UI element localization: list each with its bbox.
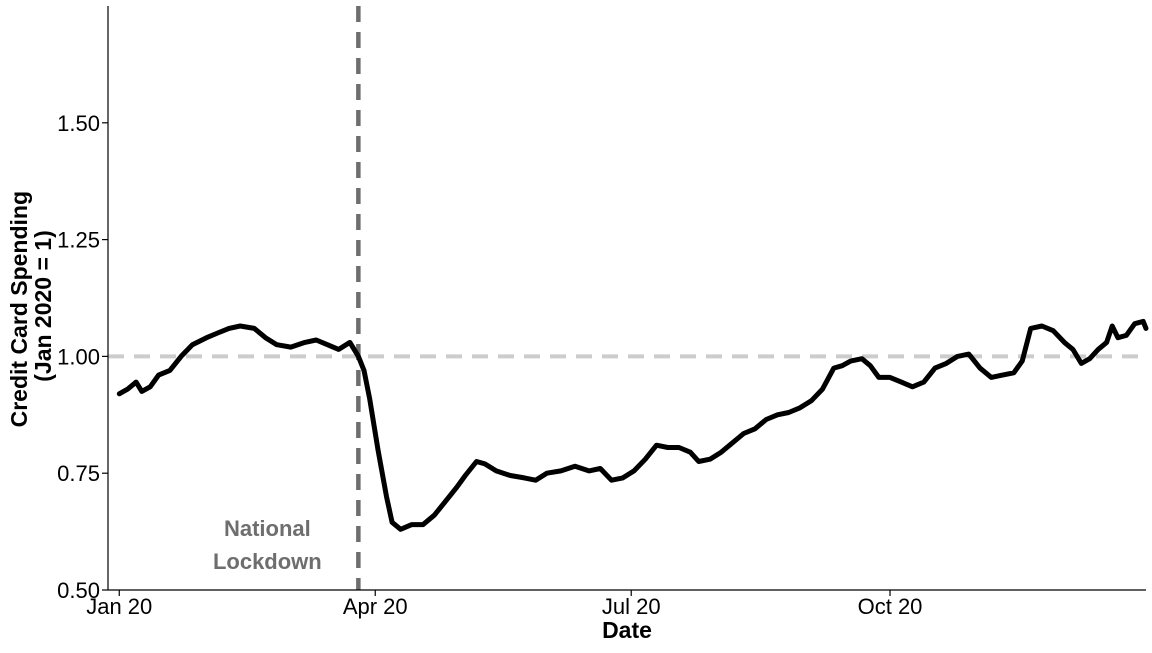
- y-axis-title-line-1: Credit Card Spending: [6, 191, 32, 427]
- x-ticks: Jan 20 Apr 20 Jul 20 Oct 20: [86, 590, 922, 619]
- x-tick-label: Oct 20: [858, 594, 923, 619]
- series-line-1: [116, 318, 1149, 532]
- axes-layer: [107, 6, 1146, 591]
- series-layer: [116, 318, 1149, 532]
- y-tick-label: 1.50: [57, 111, 100, 136]
- y-tick-label: 0.50: [57, 578, 100, 603]
- y-ticks: 0.50 0.75 1.00 1.25 1.50: [57, 111, 108, 603]
- x-tick-label: Apr 20: [343, 594, 408, 619]
- y-tick-label: 1.25: [57, 228, 100, 253]
- annotation-lockdown: Lockdown: [213, 549, 322, 574]
- y-axis-title: Credit Card Spending (Jan 2020 = 1): [6, 185, 56, 428]
- y-tick-label: 1.00: [57, 344, 100, 369]
- y-axis-title-line-2: (Jan 2020 = 1): [30, 230, 56, 382]
- x-tick-label: Jul 20: [602, 594, 661, 619]
- x-tick-label: Jan 20: [86, 594, 152, 619]
- reference-layer: [108, 6, 1146, 590]
- annotation-national: National: [224, 516, 311, 541]
- y-tick-label: 0.75: [57, 461, 100, 486]
- x-axis-title: Date: [602, 617, 652, 643]
